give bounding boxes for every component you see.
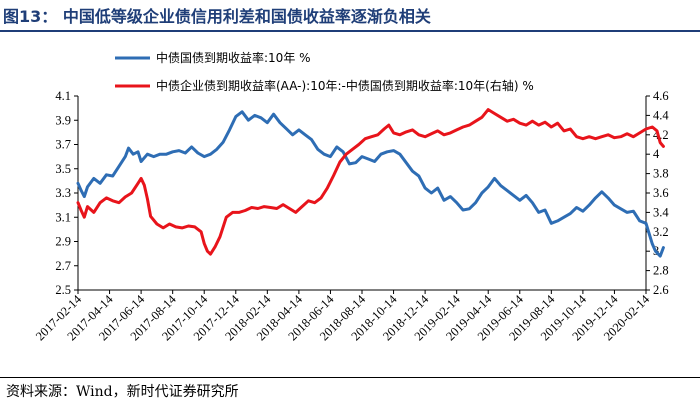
y-right-tick-label: 2.6 xyxy=(653,283,669,297)
y-left-tick-label: 4.1 xyxy=(55,89,71,103)
y-left-tick-label: 3.1 xyxy=(55,210,71,224)
y-left-tick-label: 3.9 xyxy=(55,113,71,127)
title-rule xyxy=(0,30,700,32)
y-right-tick-label: 3.6 xyxy=(653,186,669,200)
y-right-tick-label: 3.4 xyxy=(653,205,669,219)
figure-title: 图13： 中国低等级企业债信用利差和国债收益率逐渐负相关 xyxy=(3,7,431,26)
legend-label-cgb: 中债国债到期收益率:10年 % xyxy=(156,50,311,65)
y-left-tick-label: 2.7 xyxy=(55,259,71,273)
footer-rule xyxy=(0,377,700,378)
y-right-tick-label: 4 xyxy=(653,147,660,161)
y-left-tick-label: 3.3 xyxy=(55,186,71,200)
legend-label-spread: 中债企业债到期收益率(AA-):10年:-中债国债到期收益率:10年(右轴) % xyxy=(156,78,534,93)
axes: 4.13.93.73.53.33.12.92.72.54.64.44.243.8… xyxy=(33,89,669,343)
y-right-tick-label: 2.8 xyxy=(653,264,669,278)
y-left-tick-label: 3.7 xyxy=(55,138,71,152)
source-note: 资料来源：Wind，新时代证券研究所 xyxy=(6,384,239,400)
line-chart: 中债国债到期收益率:10年 % 中债企业债到期收益率(AA-):10年:-中债国… xyxy=(33,50,669,343)
y-left-tick-label: 3.5 xyxy=(55,162,71,176)
series-group xyxy=(76,108,665,258)
y-right-tick-label: 3.8 xyxy=(653,167,669,181)
series-line-cgb-10y xyxy=(76,110,665,258)
legend: 中债国债到期收益率:10年 % 中债企业债到期收益率(AA-):10年:-中债国… xyxy=(115,50,534,93)
series-line-aa-spread xyxy=(76,108,665,256)
y-right-tick-label: 4.4 xyxy=(653,108,669,122)
y-right-tick-label: 3.2 xyxy=(653,225,669,239)
y-left-tick-label: 2.9 xyxy=(55,235,71,249)
y-right-tick-label: 4.6 xyxy=(653,89,669,103)
y-left-tick-label: 2.5 xyxy=(55,283,71,297)
